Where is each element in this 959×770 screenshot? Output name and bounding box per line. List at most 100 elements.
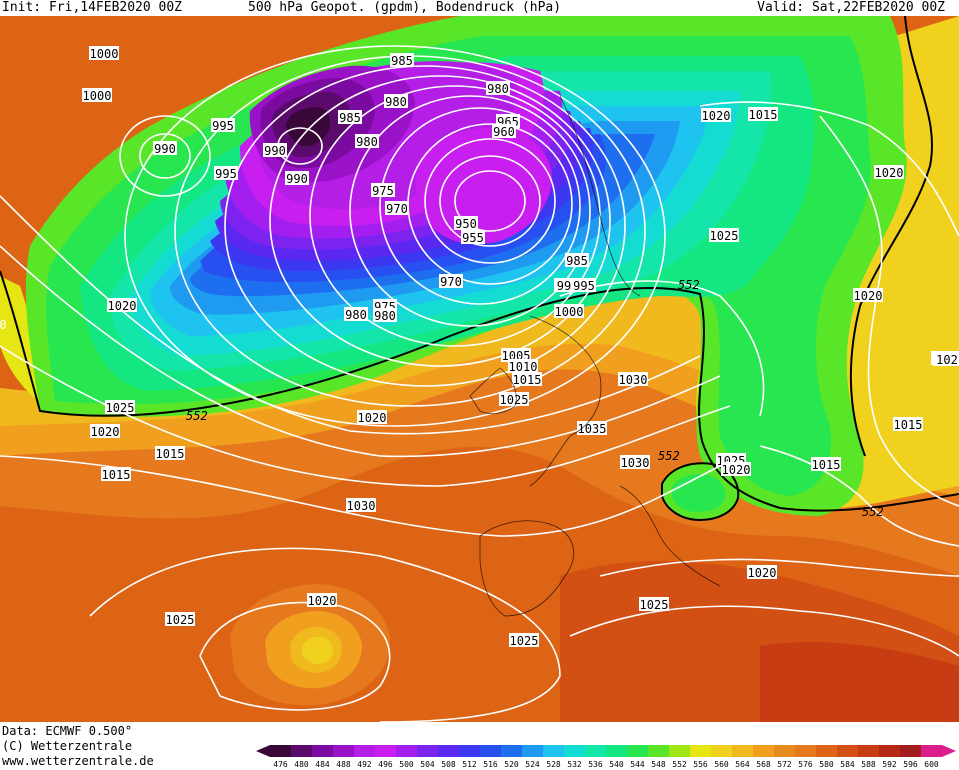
- legend-label: 544: [630, 760, 645, 769]
- pressure-label: 1015: [748, 107, 778, 122]
- legend-label: 484: [315, 760, 330, 769]
- pressure-label: 1000: [89, 46, 119, 61]
- legend-swatch: [879, 745, 901, 757]
- svg-text:1000: 1000: [90, 47, 119, 61]
- data-source: Data: ECMWF 0.500°: [2, 724, 133, 738]
- legend-swatch: [396, 745, 418, 757]
- pressure-label: 1015: [811, 457, 841, 472]
- footer: Data: ECMWF 0.500° (C) Wetterzentrale ww…: [0, 722, 959, 770]
- legend-label: 492: [357, 760, 372, 769]
- pressure-label: 980: [384, 94, 408, 109]
- svg-text:1020: 1020: [748, 566, 777, 580]
- legend-label: 500: [399, 760, 414, 769]
- svg-text:1030: 1030: [347, 499, 376, 513]
- pressure-label: 1030: [346, 498, 376, 513]
- svg-text:1030: 1030: [619, 373, 648, 387]
- svg-text:995: 995: [215, 167, 237, 181]
- legend-label: 480: [294, 760, 309, 769]
- pressure-label: 1020: [107, 298, 137, 313]
- pressure-label: 950: [454, 216, 478, 231]
- legend-label: 556: [693, 760, 708, 769]
- svg-text:1015: 1015: [812, 458, 841, 472]
- legend-label: 520: [504, 760, 519, 769]
- svg-text:1025: 1025: [106, 401, 135, 415]
- legend-label: 476: [273, 760, 288, 769]
- legend-swatch: [858, 745, 880, 757]
- svg-text:950: 950: [455, 217, 477, 231]
- svg-text:980: 980: [356, 135, 378, 149]
- pressure-label: 1025: [499, 392, 529, 407]
- svg-text:995: 995: [573, 279, 595, 293]
- legend-swatch: [774, 745, 796, 757]
- legend-arrow-left: [256, 745, 270, 757]
- pressure-label: 990: [263, 143, 287, 158]
- legend-label: 488: [336, 760, 351, 769]
- legend-label: 516: [483, 760, 498, 769]
- legend-label: 560: [714, 760, 729, 769]
- legend-label: 568: [756, 760, 771, 769]
- legend-swatch: [606, 745, 628, 757]
- pressure-label: 1020: [874, 165, 904, 180]
- line-552: [0, 270, 959, 512]
- legend-label: 528: [546, 760, 561, 769]
- svg-text:990: 990: [154, 142, 176, 156]
- init-time: Init: Fri,14FEB2020 00Z: [2, 0, 183, 15]
- legend-label: 588: [861, 760, 876, 769]
- svg-text:1020: 1020: [702, 109, 731, 123]
- svg-text:99: 99: [557, 279, 571, 293]
- pressure-label: 980: [355, 134, 379, 149]
- svg-text:980: 980: [487, 82, 509, 96]
- pressure-label: 1020: [701, 108, 731, 123]
- svg-text:1020: 1020: [875, 166, 904, 180]
- pressure-label: 1000: [82, 88, 112, 103]
- pressure-label: 985: [338, 110, 362, 125]
- geopotential-label: 552: [658, 449, 680, 463]
- legend-swatches: [256, 745, 956, 757]
- legend-label: 572: [777, 760, 792, 769]
- legend-label: 524: [525, 760, 540, 769]
- legend-swatch: [711, 745, 733, 757]
- line-552-cutoff: [661, 462, 740, 522]
- pressure-label: 955: [461, 230, 485, 245]
- pressure-label: 970: [385, 201, 409, 216]
- legend-label: 584: [840, 760, 855, 769]
- valid-time: Valid: Sat,22FEB2020 00Z: [757, 0, 945, 15]
- pressure-label: 102: [933, 352, 959, 367]
- pressure-label: 1025: [165, 612, 195, 627]
- legend-label: 548: [651, 760, 666, 769]
- svg-text:102: 102: [936, 353, 958, 367]
- legend-swatch: [270, 745, 292, 757]
- legend-swatch: [795, 745, 817, 757]
- svg-text:975: 975: [372, 184, 394, 198]
- pressure-label: 990: [153, 141, 177, 156]
- svg-text:955: 955: [462, 231, 484, 245]
- legend-label: 596: [903, 760, 918, 769]
- pressure-label: 1020: [307, 593, 337, 608]
- legend-swatch: [669, 745, 691, 757]
- legend-label: 540: [609, 760, 624, 769]
- pressure-label: 1000: [554, 304, 584, 319]
- legend-swatch: [375, 745, 397, 757]
- pressure-label: 980: [344, 307, 368, 322]
- legend-swatch: [837, 745, 859, 757]
- legend-label: 592: [882, 760, 897, 769]
- legend-label: 600: [924, 760, 939, 769]
- svg-text:1000: 1000: [555, 305, 584, 319]
- legend-swatch: [921, 745, 943, 757]
- header: Init: Fri,14FEB2020 00Z 500 hPa Geopot. …: [0, 0, 959, 16]
- svg-text:1025: 1025: [640, 598, 669, 612]
- svg-text:980: 980: [374, 309, 396, 323]
- legend-swatch: [459, 745, 481, 757]
- svg-text:1015: 1015: [894, 418, 923, 432]
- pressure-label: 1025: [709, 228, 739, 243]
- svg-text:1015: 1015: [156, 447, 185, 461]
- svg-text:970: 970: [440, 275, 462, 289]
- legend-swatch: [753, 745, 775, 757]
- svg-text:980: 980: [345, 308, 367, 322]
- legend-swatch: [438, 745, 460, 757]
- svg-text:970: 970: [386, 202, 408, 216]
- svg-text:990: 990: [286, 172, 308, 186]
- pressure-label: 985: [565, 253, 589, 268]
- legend-swatch: [816, 745, 838, 757]
- svg-text:1035: 1035: [578, 422, 607, 436]
